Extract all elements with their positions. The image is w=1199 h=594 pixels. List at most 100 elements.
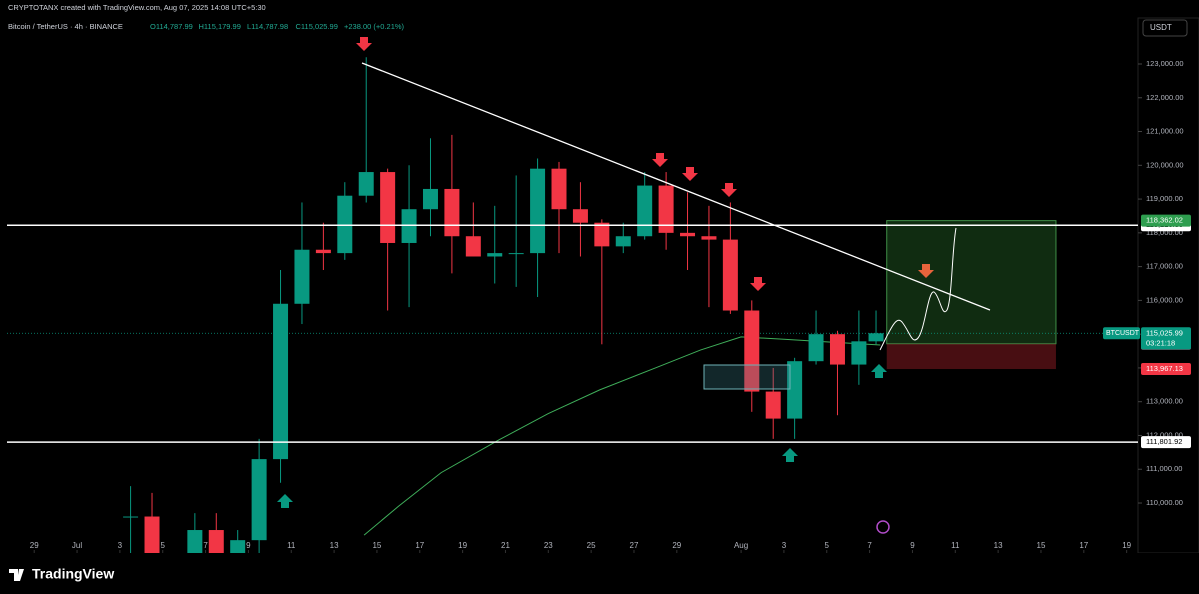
candle-body — [273, 303, 289, 460]
ohlc-value: H115,179.99 — [199, 22, 241, 31]
candle-body — [401, 209, 417, 243]
candle-body — [722, 239, 738, 311]
stop-label: 113,967.13 — [1146, 364, 1183, 373]
x-tick-label: 21 — [501, 541, 510, 550]
x-tick-label: 9 — [910, 541, 915, 550]
candle-body — [701, 236, 717, 240]
x-tick-label: 27 — [630, 541, 639, 550]
x-tick-label: 9 — [246, 541, 251, 550]
x-tick-label: 7 — [203, 541, 208, 550]
candle-body — [358, 172, 374, 196]
candle-body — [508, 253, 524, 255]
y-tick-label: 116,000.00 — [1146, 295, 1183, 304]
y-tick-label: 117,000.00 — [1146, 262, 1183, 271]
x-tick-label: 13 — [994, 541, 1003, 550]
candle-body — [551, 168, 567, 210]
x-tick-label: Aug — [734, 541, 748, 550]
x-tick-label: 15 — [1037, 541, 1046, 550]
level-label: 111,801.92 — [1146, 437, 1182, 446]
y-tick-label: 113,000.00 — [1146, 397, 1183, 406]
x-tick-label: 7 — [867, 541, 872, 550]
logo-icon — [9, 569, 24, 581]
candle-body — [594, 222, 610, 247]
footer — [0, 553, 1199, 594]
ohlc-value: L114,787.98 — [247, 22, 288, 31]
x-tick-label: 29 — [672, 541, 681, 550]
candle-body — [380, 172, 396, 243]
x-tick-label: 3 — [782, 541, 787, 550]
ohlc-value: C115,025.99 — [296, 22, 338, 31]
projection-path — [879, 227, 957, 351]
x-tick-label: 19 — [458, 541, 467, 550]
moving-average — [363, 336, 881, 536]
symbol-label: BTCUSDT — [1106, 330, 1140, 337]
x-tick-label: 11 — [287, 541, 296, 550]
logo: TradingView — [32, 566, 114, 582]
candle-body — [787, 361, 803, 419]
candle-body — [144, 516, 160, 553]
x-tick-label: 5 — [161, 541, 166, 550]
annotations — [277, 37, 991, 534]
y-tick-label: 118,000.00 — [1146, 228, 1183, 237]
x-tick-label: 15 — [372, 541, 381, 550]
candle-body — [294, 249, 310, 304]
target-tag — [1141, 214, 1191, 227]
countdown: 03:21:18 — [1146, 338, 1175, 347]
candle-body — [487, 253, 503, 257]
candle-body — [744, 310, 760, 392]
stop-tag — [1141, 363, 1191, 376]
candle-body — [230, 540, 246, 553]
credit: CRYPTOTANX created with TradingView.com,… — [8, 3, 266, 12]
candle-body — [808, 334, 824, 362]
y-tick-label: 121,000.00 — [1146, 127, 1184, 136]
candle-body — [868, 333, 884, 342]
ohlc-value: +238.00 (+0.21%) — [344, 22, 405, 31]
level-tag — [1141, 436, 1191, 449]
sell-arrows — [356, 37, 766, 291]
y-tick-label: 111,000.00 — [1146, 464, 1182, 473]
target-arrow — [918, 264, 934, 278]
candle-body — [851, 341, 867, 365]
candle-body — [658, 185, 674, 233]
x-tick-label: Jul — [72, 541, 82, 550]
x-tick-label: 29 — [30, 541, 39, 550]
candle-body — [637, 185, 653, 237]
candle-body — [680, 232, 696, 237]
y-tick-label: 110,000.00 — [1146, 498, 1183, 507]
buy-arrows — [277, 364, 887, 508]
symbol-tag — [1103, 327, 1140, 340]
candle-body — [465, 236, 481, 257]
candle-body — [444, 188, 460, 237]
y-tick-label: 112,000.00 — [1146, 430, 1183, 439]
x-tick-label: 17 — [1079, 541, 1088, 550]
candle-body — [572, 209, 588, 223]
demand-zone — [703, 364, 791, 390]
y-tick-label: 123,000.00 — [1146, 59, 1184, 68]
currency-box — [1142, 19, 1188, 37]
candle-body — [530, 168, 546, 254]
candle-body — [251, 459, 267, 541]
profit-zone — [886, 220, 1057, 345]
candle-body — [337, 195, 353, 254]
candle-body — [315, 249, 331, 254]
price-axis — [1137, 17, 1199, 554]
candle-body — [829, 334, 845, 365]
event-icon — [876, 520, 890, 534]
x-tick-label: 19 — [1122, 541, 1131, 550]
currency: USDT — [1150, 23, 1172, 32]
symbol-title: Bitcoin / TetherUS · 4h · BINANCE — [8, 22, 123, 31]
x-tick-label: 11 — [951, 541, 960, 550]
x-tick-label: 23 — [544, 541, 553, 550]
candle-body — [422, 188, 438, 210]
x-tick-label: 5 — [825, 541, 830, 550]
y-tick-label: 122,000.00 — [1146, 93, 1184, 102]
ohlc-value: O114,787.99 — [150, 22, 193, 31]
target-label: 118,362.02 — [1146, 216, 1183, 225]
x-tick-label: 17 — [415, 541, 424, 550]
y-tick-label: 119,000.00 — [1146, 194, 1183, 203]
y-tick-label: 120,000.00 — [1146, 160, 1184, 169]
x-tick-label: 3 — [118, 541, 123, 550]
candle-body — [615, 236, 631, 247]
